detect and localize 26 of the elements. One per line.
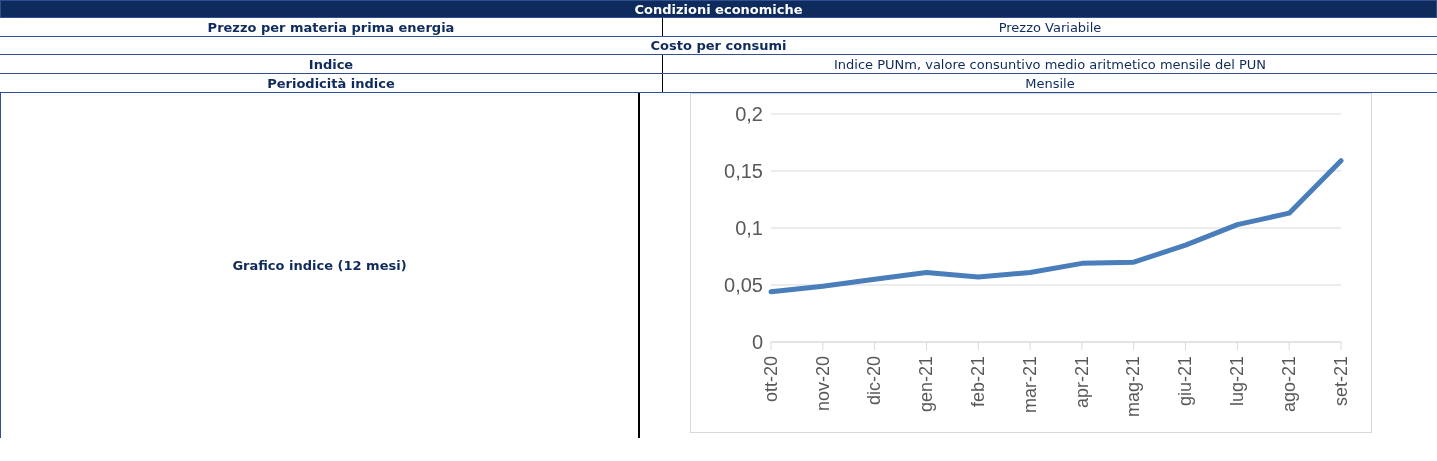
x-tick-label: feb-21 [968,356,989,408]
x-tick-label: mag-21 [1123,356,1144,418]
text: Indice [0,55,663,73]
x-tick-label: ago-21 [1278,356,1299,413]
text: Grafico indice (12 mesi) [0,93,640,438]
text: Indice PUNm, valore consuntivo medio aritmetico mensile del PUN [832,55,1268,73]
y-tick-label: 0,15 [724,160,763,183]
x-tick-label: mar-21 [1019,356,1040,414]
x-tick-label: dic-20 [864,356,885,406]
y-tick-label: 0 [751,331,763,354]
y-tick-label: 0,2 [735,103,763,126]
x-tick-label: apr-21 [1071,356,1092,409]
text: Mensile [1024,74,1076,92]
x-tick-label: nov-20 [812,356,833,412]
text: Costo per consumi [0,37,1437,55]
y-tick-label: 0,05 [724,274,763,297]
y-tick-label: 0,1 [735,217,763,240]
text: Prezzo per materia prima energia [0,18,663,36]
text: Periodicità indice [0,74,663,92]
x-tick-label: set-21 [1330,356,1351,407]
text: Prezzo Variabile [997,18,1103,36]
x-tick-label: gen-21 [916,356,937,413]
x-tick-label: ott-20 [760,356,781,403]
x-tick-label: giu-21 [1175,356,1196,407]
x-tick-label: lug-21 [1227,356,1248,407]
chart-title: Condizioni economiche [0,0,1437,18]
